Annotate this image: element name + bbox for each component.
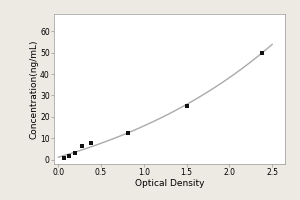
Y-axis label: Concentration(ng/mL): Concentration(ng/mL): [30, 39, 39, 139]
X-axis label: Optical Density: Optical Density: [135, 179, 204, 188]
